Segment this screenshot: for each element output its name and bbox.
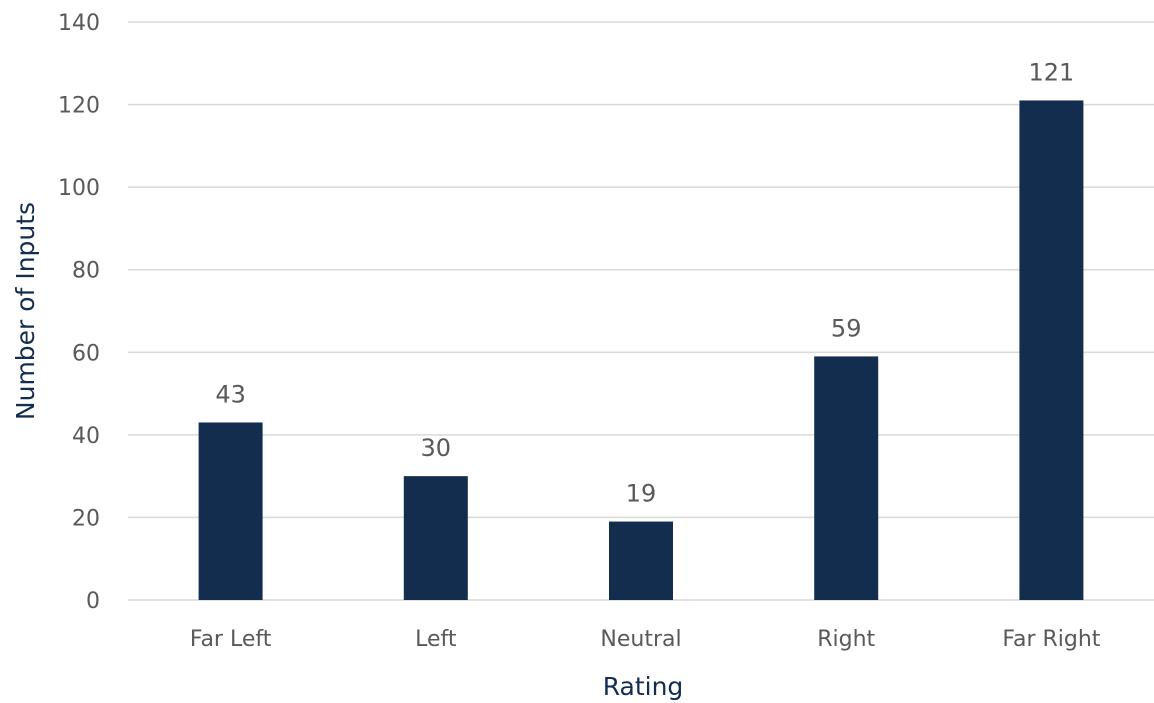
x-tick-label: Right [817, 627, 875, 652]
y-tick-label: 20 [72, 506, 100, 531]
y-tick-label: 60 [72, 341, 100, 366]
x-tick-label: Left [415, 627, 457, 652]
data-label: 59 [831, 314, 862, 342]
x-axis-title: Rating [603, 672, 684, 701]
y-tick-label: 0 [86, 589, 100, 614]
bar [814, 356, 879, 600]
x-tick-label: Neutral [600, 627, 681, 652]
y-tick-label: 120 [58, 94, 100, 119]
y-tick-label: 40 [72, 424, 100, 449]
x-tick-label: Far Right [1002, 627, 1100, 652]
y-tick-label: 100 [58, 176, 100, 201]
y-tick-label: 140 [58, 11, 100, 36]
y-tick-label: 80 [72, 259, 100, 284]
gridlines [128, 21, 1154, 601]
data-labels: 43 30 19 59 121 [215, 58, 1074, 507]
y-axis-ticks: 0 20 40 60 80 100 120 140 [58, 11, 100, 614]
data-label: 121 [1028, 58, 1074, 86]
data-label: 19 [626, 480, 657, 508]
bar [1019, 100, 1084, 600]
data-label: 43 [215, 380, 246, 408]
bar [403, 476, 468, 600]
x-axis-ticks: Far Left Left Neutral Right Far Right [190, 627, 1101, 652]
bar [198, 422, 263, 600]
bar [609, 521, 673, 600]
y-axis-title: Number of Inputs [11, 202, 40, 420]
x-tick-label: Far Left [190, 627, 272, 652]
bars [198, 100, 1084, 600]
data-label: 30 [421, 434, 452, 462]
